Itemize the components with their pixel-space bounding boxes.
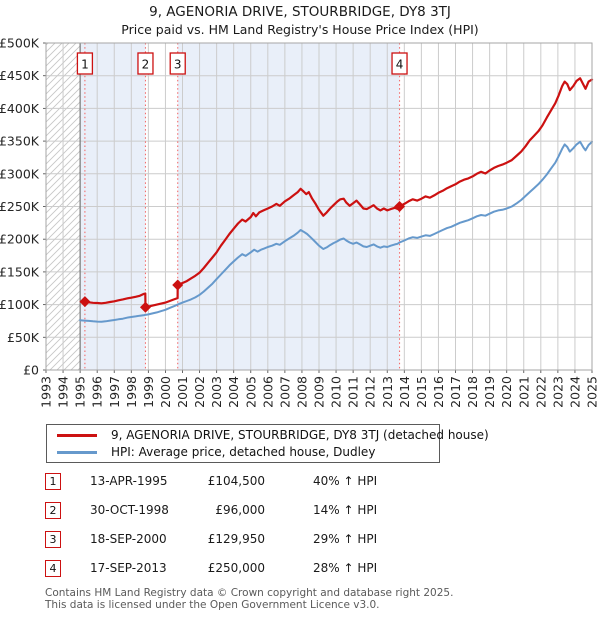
transaction-date: 17-SEP-2013	[90, 561, 167, 575]
transaction-price: £96,000	[215, 503, 265, 517]
svg-text:2017: 2017	[448, 376, 463, 408]
transaction-price: £250,000	[207, 561, 265, 575]
svg-text:2009: 2009	[312, 376, 327, 408]
svg-text:£150K: £150K	[0, 264, 40, 279]
x-axis-labels: 1993 1994 1995 1996 1997 1998 1999 2000 2001 2002…	[39, 376, 600, 408]
svg-text:2022: 2022	[533, 376, 548, 408]
legend-label: 9, AGENORIA DRIVE, STOURBRIDGE, DY8 3TJ …	[111, 428, 489, 442]
svg-text:2016: 2016	[431, 376, 446, 408]
svg-text:2006: 2006	[260, 376, 275, 408]
svg-text:£250K: £250K	[0, 199, 40, 214]
svg-text:1994: 1994	[56, 376, 71, 408]
svg-text:2: 2	[142, 58, 150, 72]
legend-item-price-paid: 9, AGENORIA DRIVE, STOURBRIDGE, DY8 3TJ …	[47, 427, 489, 444]
svg-text:2012: 2012	[363, 376, 378, 408]
transaction-row: 3 18-SEP-2000 £129,950 29% ↑ HPI	[45, 531, 505, 549]
svg-text:1999: 1999	[141, 376, 156, 408]
svg-text:2011: 2011	[346, 376, 361, 408]
svg-text:3: 3	[174, 58, 182, 72]
svg-text:1: 1	[81, 58, 89, 72]
legend-label: HPI: Average price, detached house, Dudl…	[111, 445, 376, 459]
svg-text:2010: 2010	[329, 376, 344, 408]
sale-marker-2	[139, 301, 151, 313]
price-chart: 1 2 3 4 1993 1994 1995 1996 1997 1998 1999 2000 2001…	[0, 36, 600, 408]
chart-legend: 9, AGENORIA DRIVE, STOURBRIDGE, DY8 3TJ …	[46, 424, 489, 463]
sale-marker-4	[394, 201, 406, 212]
svg-text:1997: 1997	[107, 376, 122, 408]
svg-text:2014: 2014	[397, 376, 412, 408]
sale-marker-1	[79, 296, 91, 308]
svg-text:£100K: £100K	[0, 297, 40, 312]
transaction-number-badge: 4	[45, 560, 61, 577]
transaction-row: 4 17-SEP-2013 £250,000 28% ↑ HPI	[45, 560, 505, 578]
svg-text:£450K: £450K	[0, 68, 40, 83]
svg-text:2005: 2005	[243, 376, 258, 408]
transaction-price: £129,950	[207, 532, 265, 546]
transaction-row: 1 13-APR-1995 £104,500 40% ↑ HPI	[45, 473, 505, 491]
transaction-number-badge: 3	[45, 531, 61, 548]
svg-text:2000: 2000	[158, 376, 173, 408]
svg-text:2004: 2004	[226, 376, 241, 408]
footer-line-1: Contains HM Land Registry data © Crown c…	[45, 587, 454, 599]
svg-text:1993: 1993	[39, 376, 54, 408]
hpi-line-swatch	[57, 450, 97, 454]
transaction-number-badge: 2	[45, 502, 61, 519]
svg-text:£200K: £200K	[0, 232, 40, 247]
svg-text:1996: 1996	[90, 376, 105, 408]
page-subtitle: Price paid vs. HM Land Registry's House …	[121, 22, 479, 37]
sale-flag-2: 2	[137, 52, 154, 75]
svg-text:2021: 2021	[516, 376, 531, 408]
svg-text:2002: 2002	[192, 376, 207, 408]
svg-text:£350K: £350K	[0, 134, 40, 149]
transaction-price: £104,500	[207, 474, 265, 488]
svg-text:2013: 2013	[380, 376, 395, 408]
price-paid-line-swatch	[57, 433, 97, 437]
svg-text:£500K: £500K	[0, 36, 40, 51]
transaction-hpi-delta: 40% ↑ HPI	[313, 474, 378, 488]
sale-flag-3: 3	[169, 52, 186, 75]
svg-text:1995: 1995	[73, 376, 88, 408]
transaction-date: 18-SEP-2000	[90, 532, 167, 546]
transaction-number-badge: 1	[45, 473, 61, 490]
svg-text:£0: £0	[23, 363, 39, 378]
svg-text:2001: 2001	[175, 376, 190, 408]
plot-border	[45, 42, 593, 371]
sale-marker-3	[172, 279, 184, 291]
page-title: 9, AGENORIA DRIVE, STOURBRIDGE, DY8 3TJ	[149, 4, 451, 20]
svg-text:2015: 2015	[414, 376, 429, 408]
svg-text:1998: 1998	[124, 376, 139, 408]
transaction-hpi-delta: 29% ↑ HPI	[313, 532, 378, 546]
svg-text:£400K: £400K	[0, 101, 40, 116]
transaction-hpi-delta: 14% ↑ HPI	[313, 503, 378, 517]
svg-text:2007: 2007	[277, 376, 292, 408]
transaction-row: 2 30-OCT-1998 £96,000 14% ↑ HPI	[45, 502, 505, 520]
price-paid-line	[83, 77, 594, 309]
transaction-date: 13-APR-1995	[90, 474, 168, 488]
svg-text:2003: 2003	[209, 376, 224, 408]
footer-line-2: This data is licensed under the Open Gov…	[45, 598, 380, 611]
sale-flag-4: 4	[391, 52, 408, 75]
y-axis-labels: £0 £50K £100K £150K £200K £250K £300K £350K £400…	[0, 36, 40, 378]
legend-item-hpi: HPI: Average price, detached house, Dudl…	[47, 444, 439, 461]
svg-text:2023: 2023	[550, 376, 565, 408]
svg-text:2024: 2024	[567, 376, 582, 408]
svg-text:2019: 2019	[482, 376, 497, 408]
svg-text:2018: 2018	[465, 376, 480, 408]
svg-text:£50K: £50K	[7, 330, 40, 345]
svg-text:2008: 2008	[294, 376, 309, 408]
svg-text:4: 4	[396, 58, 404, 72]
license-footer: Contains HM Land Registry data © Crown c…	[45, 587, 454, 611]
transaction-date: 30-OCT-1998	[90, 503, 169, 517]
svg-text:2020: 2020	[499, 376, 514, 408]
svg-text:£300K: £300K	[0, 166, 40, 181]
transaction-hpi-delta: 28% ↑ HPI	[313, 561, 378, 575]
svg-text:2025: 2025	[585, 376, 600, 408]
hpi-line	[79, 140, 593, 323]
sale-flag-1: 1	[76, 52, 94, 75]
